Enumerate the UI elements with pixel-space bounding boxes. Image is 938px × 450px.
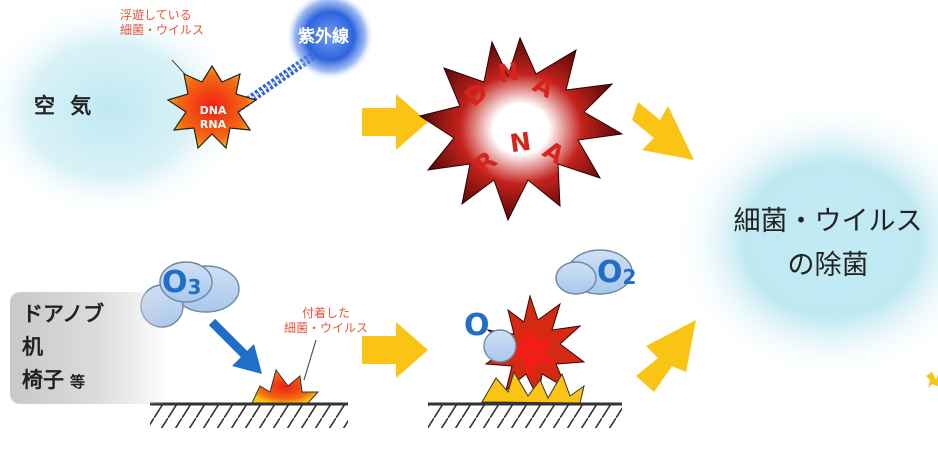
oxygen-atom-label: O bbox=[464, 308, 490, 343]
oxygen-cloud bbox=[555, 249, 633, 295]
attached-bacteria-line1: 付着した bbox=[302, 306, 351, 320]
attached-bacteria-note: 付着した 細菌・ウイルス bbox=[284, 306, 368, 336]
floating-bacteria-line2: 細菌・ウイルス bbox=[120, 23, 205, 37]
germ-exploding-core bbox=[508, 330, 556, 378]
air-glow bbox=[0, 0, 245, 220]
germ-airborne bbox=[166, 64, 258, 150]
attached-bacteria-line2: 細菌・ウイルス bbox=[284, 321, 369, 335]
result-line1: 細菌・ウイルス bbox=[733, 206, 923, 237]
arrow-air-1 bbox=[362, 94, 428, 150]
germ-rna-label: RNA bbox=[199, 118, 227, 131]
note-pointer-bottom bbox=[303, 339, 317, 381]
arrow-surface-1 bbox=[362, 322, 428, 378]
result-line2: の除菌 bbox=[787, 250, 869, 281]
surface-desk: 机 bbox=[22, 335, 43, 359]
oxygen-symbol: O bbox=[597, 255, 623, 290]
arrow-surface-2 bbox=[636, 320, 696, 392]
dna-burst bbox=[418, 36, 624, 222]
uv-glow bbox=[286, 0, 374, 80]
ozone-arrow-shaft bbox=[208, 318, 250, 360]
ozone-label: O3 bbox=[162, 265, 201, 300]
surface-2 bbox=[428, 402, 622, 428]
arrow-air-2 bbox=[632, 102, 694, 160]
germ-attached bbox=[251, 368, 320, 404]
germ-exploding-flash bbox=[481, 370, 585, 404]
uv-label: 紫外線 bbox=[298, 27, 349, 47]
surface-doorknob: ドアノブ bbox=[22, 302, 105, 326]
burst-letter-n-bottom: N bbox=[508, 126, 533, 159]
floating-bacteria-note: 浮遊している 細菌・ウイルス bbox=[120, 8, 204, 38]
air-label: 空 気 bbox=[34, 94, 96, 118]
surface-chair-row: 椅子等 bbox=[22, 364, 104, 399]
surface-1 bbox=[150, 402, 348, 428]
surface-etc: 等 bbox=[70, 373, 86, 391]
germ-dna-label: DNA bbox=[199, 104, 227, 117]
ozone-subscript: 3 bbox=[187, 275, 202, 299]
oxygen-subscript: 2 bbox=[622, 265, 637, 289]
germ-dna-rna-label: DNA RNA bbox=[196, 104, 230, 132]
result-label: 細菌・ウイルス の除菌 bbox=[714, 200, 938, 288]
surfaces-label: ドアノブ 机 椅子等 bbox=[22, 298, 104, 399]
sparkle-icon bbox=[926, 372, 938, 388]
oxygen-atom-ball bbox=[483, 329, 517, 363]
ozone-symbol: O bbox=[162, 265, 188, 300]
ozone-arrow-head bbox=[232, 344, 262, 374]
surfaces-box bbox=[10, 292, 170, 404]
surface-chair: 椅子 bbox=[22, 368, 64, 392]
floating-bacteria-line1: 浮遊している bbox=[120, 8, 192, 22]
result-glow bbox=[672, 100, 938, 380]
oxygen-molecule-label: O2 bbox=[597, 255, 636, 290]
